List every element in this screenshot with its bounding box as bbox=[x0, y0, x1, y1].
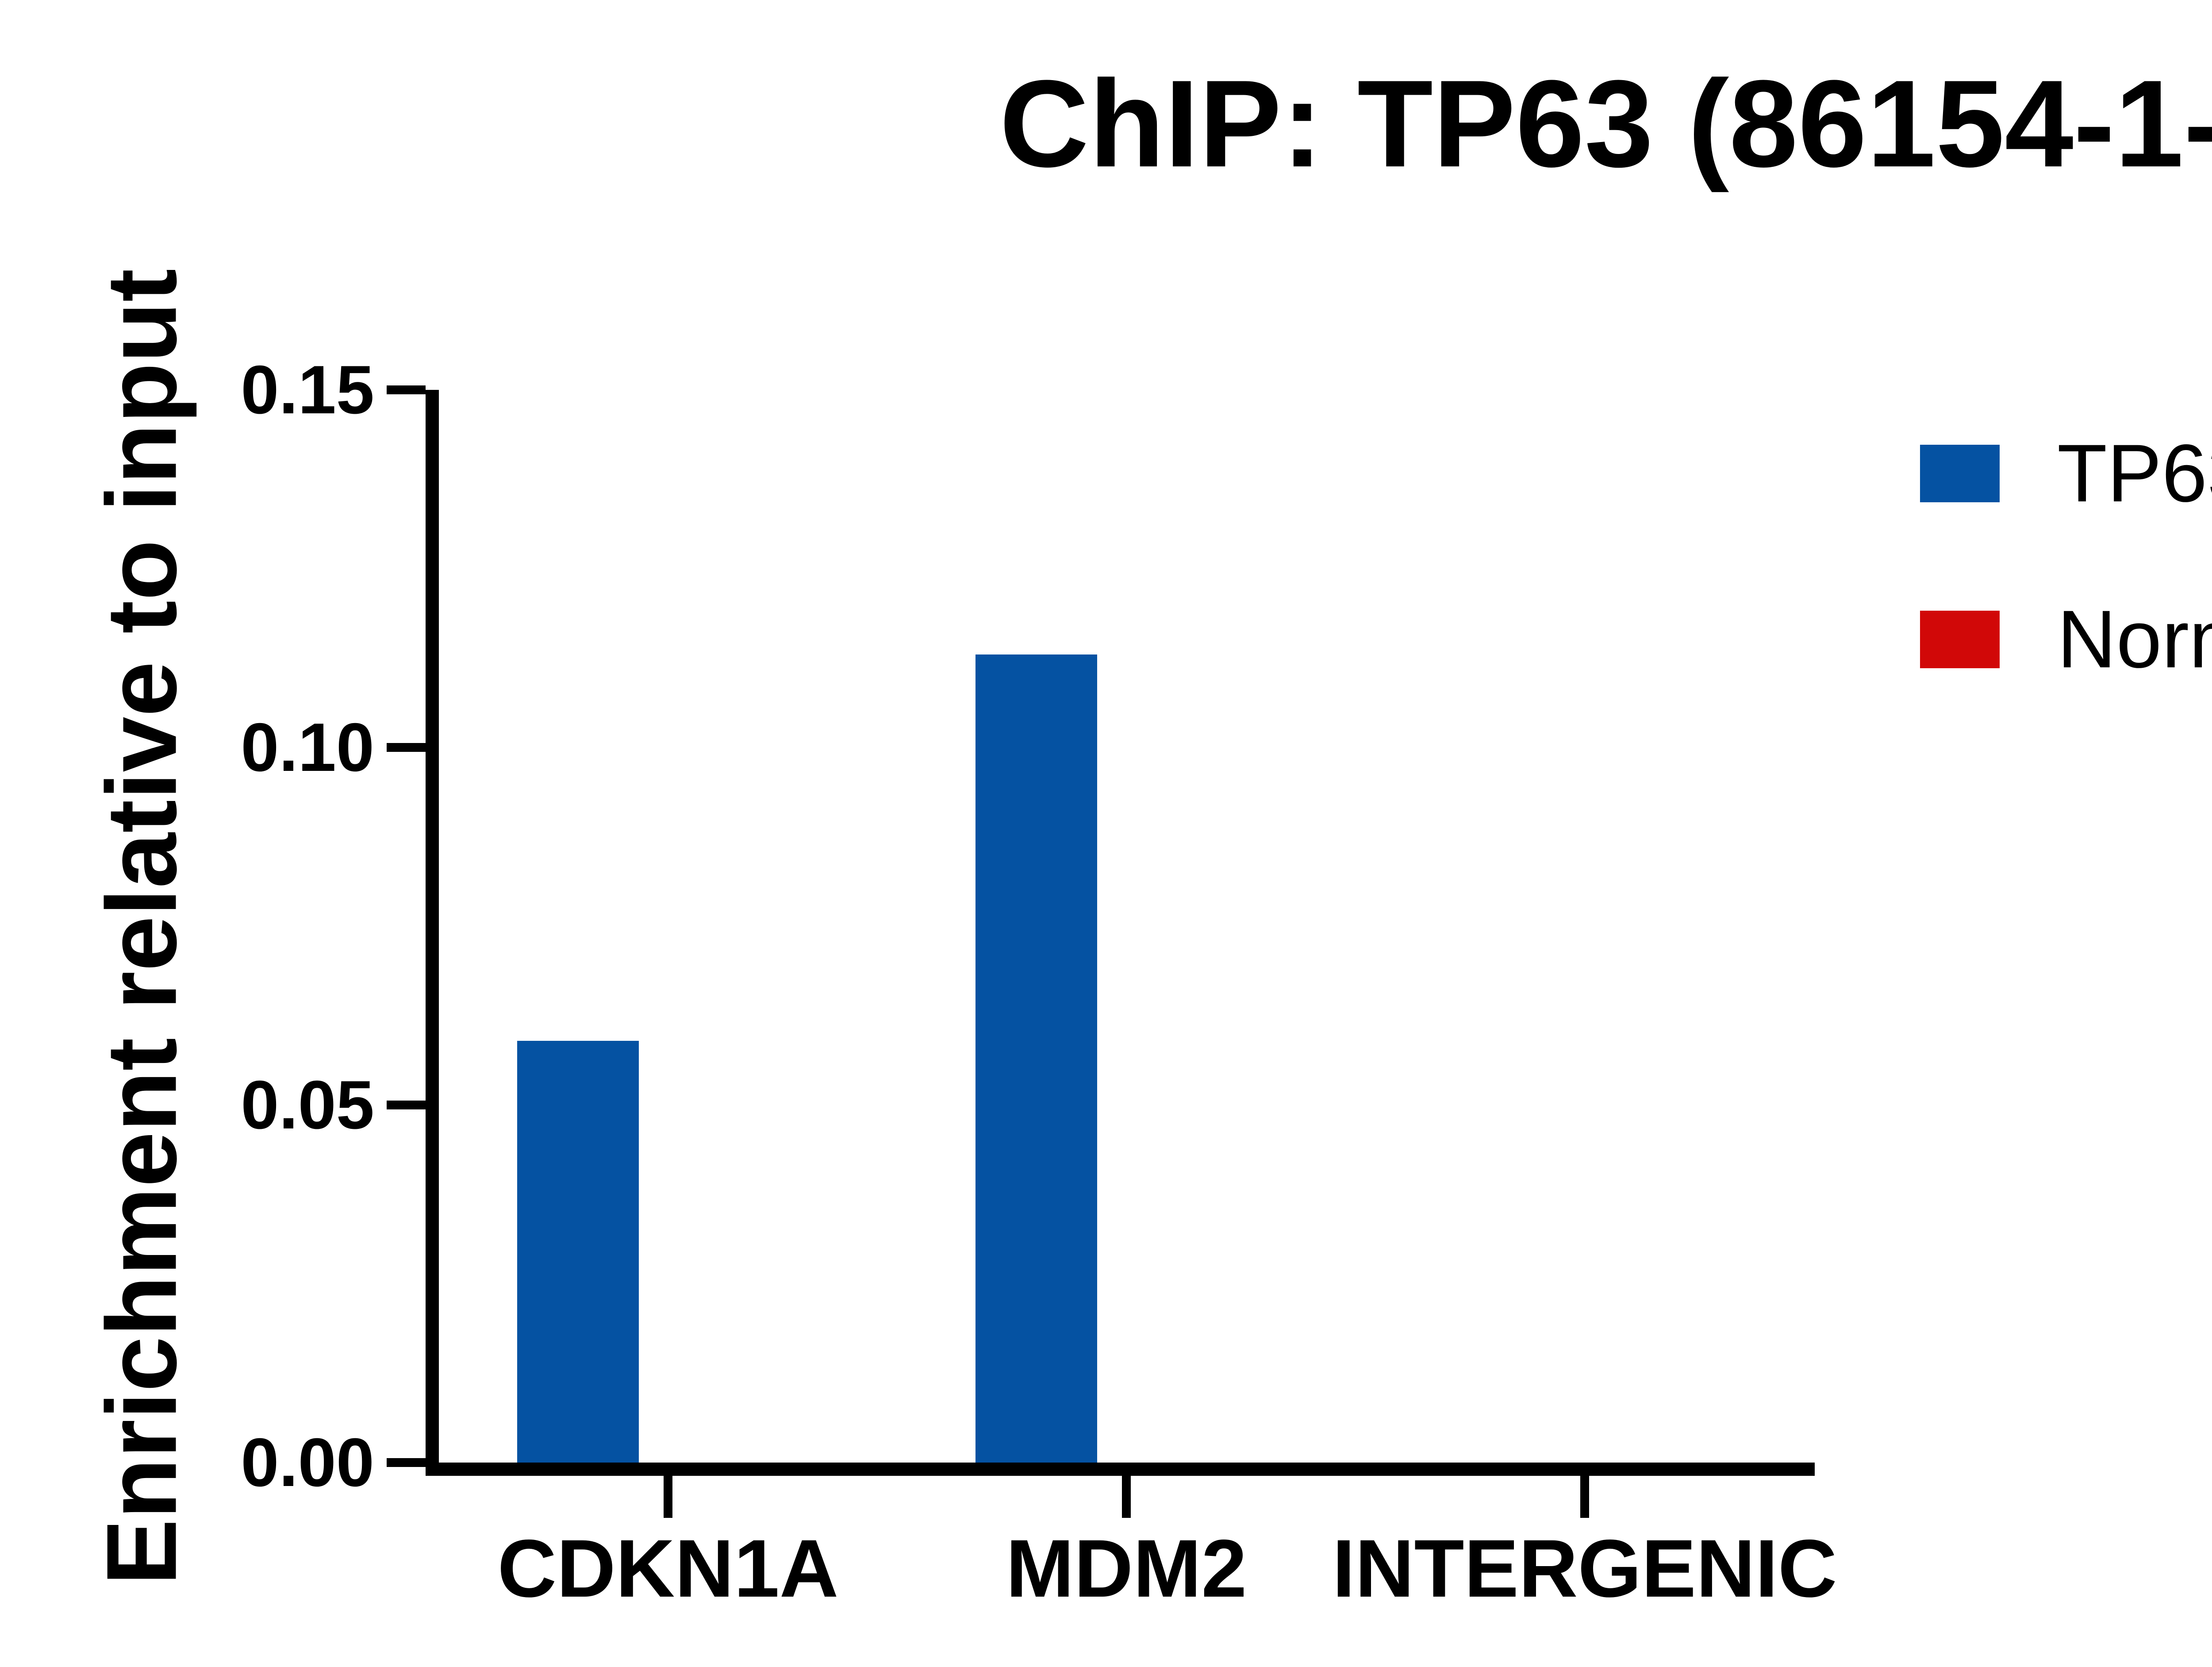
x-tick-label: MDM2 bbox=[1006, 1523, 1247, 1614]
y-tick-label: 0.05 bbox=[241, 1066, 374, 1143]
legend-label-tp63: TP63 (86154-1-RR) bbox=[2057, 428, 2212, 519]
legend: TP63 (86154-1-RR) Normal Rabbit IgG (981… bbox=[1920, 431, 2212, 681]
y-tick-label: 0.00 bbox=[241, 1424, 374, 1501]
bar-cdkn1a-tp63 bbox=[517, 1040, 639, 1463]
x-tick-label: CDKN1A bbox=[497, 1523, 839, 1614]
y-axis-tick bbox=[387, 385, 426, 394]
y-axis-tick bbox=[387, 1458, 426, 1467]
legend-label-igg: Normal Rabbit IgG (98136-1-RR) bbox=[2057, 594, 2212, 685]
y-tick-label: 0.10 bbox=[241, 709, 374, 785]
x-axis-tick bbox=[1580, 1476, 1589, 1518]
x-axis-tick bbox=[664, 1476, 672, 1518]
y-axis-line bbox=[426, 390, 439, 1476]
bar-mdm2-tp63 bbox=[975, 654, 1097, 1463]
y-tick-label: 0.15 bbox=[241, 351, 374, 428]
y-axis-tick bbox=[387, 743, 426, 752]
legend-swatch-igg bbox=[1920, 611, 2000, 668]
legend-item-igg: Normal Rabbit IgG (98136-1-RR) bbox=[1920, 597, 2212, 681]
x-tick-label: INTERGENIC bbox=[1332, 1523, 1837, 1614]
x-axis-tick bbox=[1122, 1476, 1131, 1518]
x-axis-line bbox=[426, 1463, 1815, 1476]
legend-swatch-tp63 bbox=[1920, 445, 2000, 502]
legend-item-tp63: TP63 (86154-1-RR) bbox=[1920, 431, 2212, 516]
chart-title: ChIP: TP63 (86154-1-RR) bbox=[999, 55, 2212, 193]
y-axis-tick bbox=[387, 1101, 426, 1109]
